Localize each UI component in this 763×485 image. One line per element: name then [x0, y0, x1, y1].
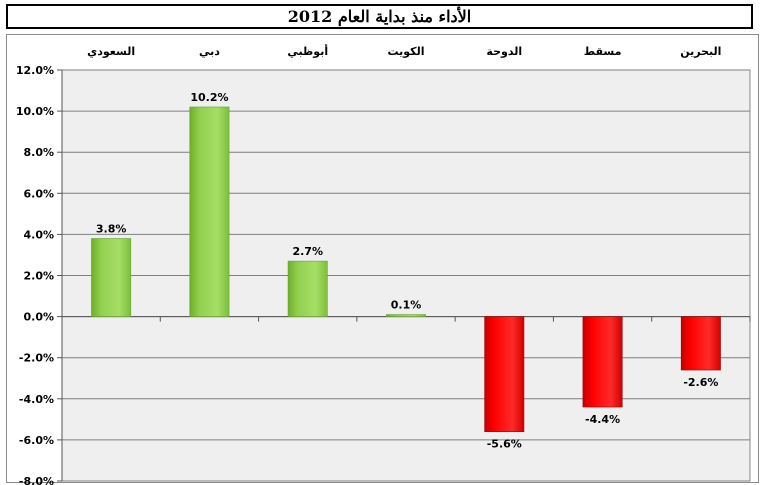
bar [582, 316, 623, 408]
data-label: 3.8% [96, 223, 127, 236]
y-tick-label: 0.0% [23, 311, 54, 324]
data-label: -4.4% [585, 413, 620, 426]
category-label: الدوحة [486, 45, 522, 58]
bar [287, 260, 328, 317]
y-tick-label: 12.0% [16, 64, 54, 77]
category-label: السعودي [87, 45, 135, 58]
bar [91, 238, 132, 317]
chart-title: الأداء منذ بداية العام 2012 [6, 4, 753, 29]
data-label: 0.1% [391, 299, 422, 312]
bars [91, 106, 721, 432]
data-label: 10.2% [190, 91, 228, 104]
data-label: -5.6% [487, 438, 522, 451]
y-tick-label: 10.0% [16, 105, 54, 118]
y-tick-label: 2.0% [23, 270, 54, 283]
category-label: دبي [199, 45, 220, 58]
y-tick-label: 6.0% [23, 187, 54, 200]
bar [386, 314, 426, 317]
data-label: 2.7% [292, 245, 323, 258]
y-tick-label: 8.0% [23, 146, 54, 159]
y-tick-label: -2.0% [19, 352, 54, 365]
category-label: أبوظبي [287, 44, 328, 58]
y-tick-label: 4.0% [23, 228, 54, 241]
category-label: الكويت [388, 45, 425, 58]
category-label: مسقط [584, 45, 622, 58]
bar [189, 106, 230, 317]
y-tick-label: -4.0% [19, 393, 54, 406]
labels: 12.0% 10.0% 8.0% 6.0% 4.0% 2.0% 0.0% -2.0% -4.0%… [16, 44, 722, 485]
bar [680, 316, 721, 371]
y-tick-label: -6.0% [19, 434, 54, 447]
category-label: البحرين [680, 45, 721, 58]
bar [484, 316, 525, 432]
data-label: -2.6% [683, 376, 718, 389]
y-tick-label: -8.0% [19, 475, 54, 485]
